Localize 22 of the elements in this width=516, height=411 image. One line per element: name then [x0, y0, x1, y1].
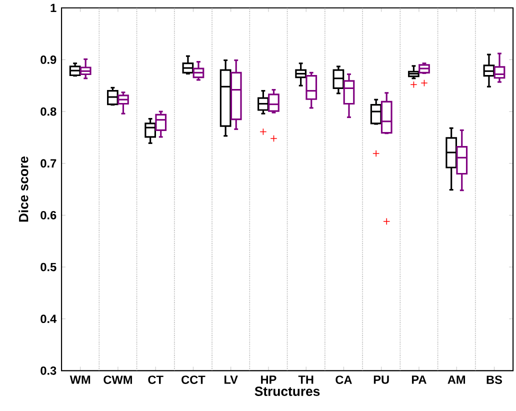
x-tick-label: CA: [336, 376, 352, 384]
y-tick-label: 0.6: [40, 210, 56, 220]
x-tick-label: BS: [486, 376, 502, 384]
y-tick-label: 1: [50, 4, 56, 12]
x-tick-label: WM: [70, 376, 90, 384]
x-tick-label: LV: [224, 376, 238, 384]
x-tick-label: CWM: [104, 376, 132, 384]
x-tick-label: TH: [298, 376, 314, 384]
y-tick-label: 0.4: [40, 314, 57, 323]
x-tick-label: CT: [148, 376, 164, 384]
y-tick-label: 0.3: [40, 366, 56, 375]
x-tick-label: HP: [261, 376, 276, 384]
x-tick-label: CCT: [182, 376, 206, 384]
x-tick-label: AM: [448, 376, 466, 384]
y-tick-label: 0.5: [40, 262, 56, 272]
y-tick-label: 0.9: [40, 55, 56, 64]
x-axis-title: Structures: [254, 386, 320, 396]
y-tick-label: 0.8: [40, 107, 56, 116]
y-tick-label: 0.7: [40, 159, 56, 168]
y-axis-title: Dice score: [18, 156, 28, 222]
x-tick-label: PU: [374, 376, 389, 384]
x-tick-label: PA: [412, 376, 426, 384]
